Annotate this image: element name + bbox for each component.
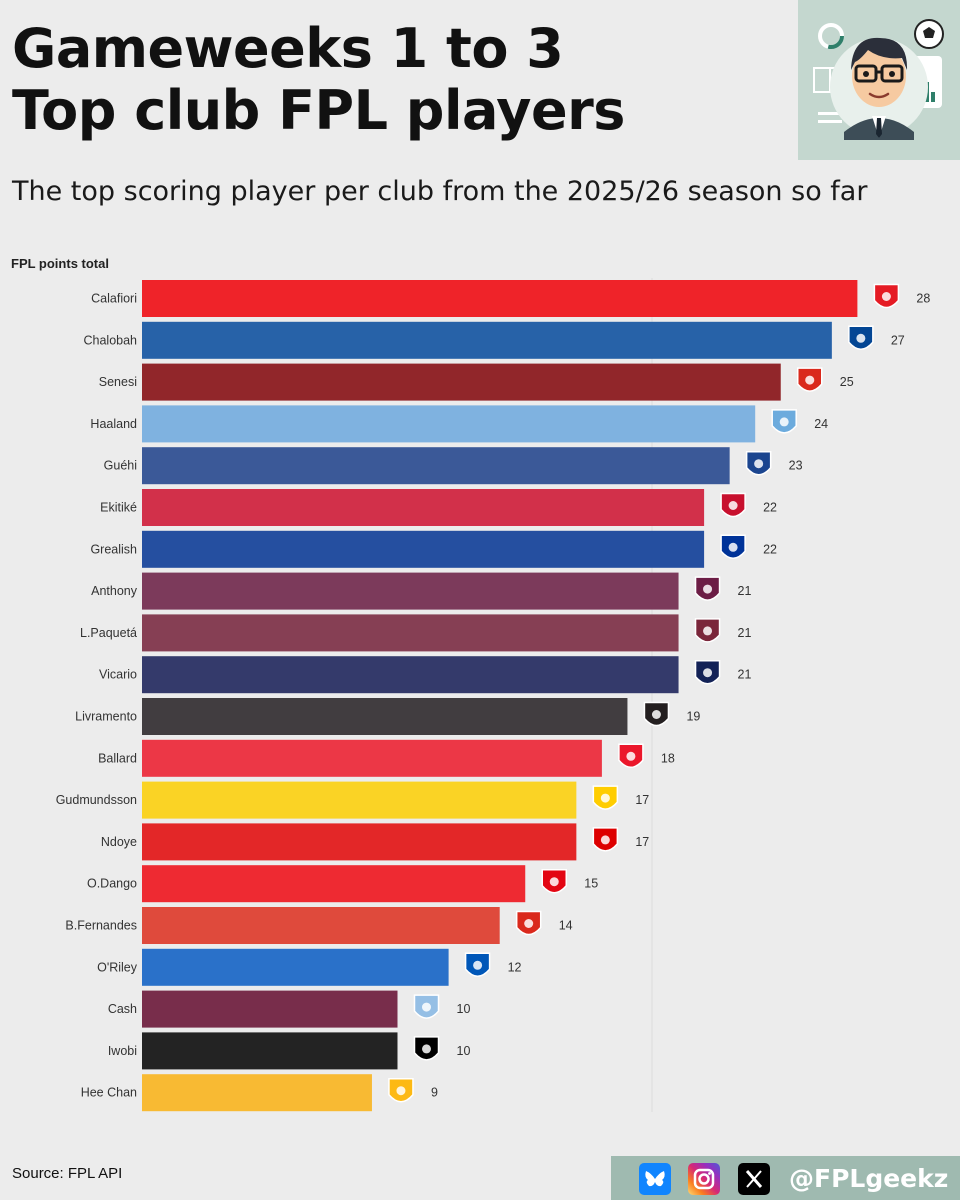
- bar-value-label: 21: [738, 626, 752, 640]
- bar-value-label: 22: [763, 542, 777, 556]
- social-bar: @FPLgeekz: [611, 1156, 960, 1200]
- bar-category-label: Ekitiké: [100, 501, 137, 515]
- title-line-2: Top club FPL players: [12, 79, 625, 142]
- bar-category-label: L.Paquetá: [80, 626, 137, 640]
- bar-category-label: Haaland: [90, 417, 137, 431]
- bar: [142, 614, 679, 652]
- brentford-badge-icon: [541, 868, 567, 894]
- bar: [142, 530, 705, 568]
- bar: [142, 572, 679, 610]
- bar-category-label: O'Riley: [97, 960, 138, 974]
- chart-ylabel: FPL points total: [11, 256, 109, 271]
- bar-value-label: 25: [840, 375, 854, 389]
- bar-value-label: 17: [635, 835, 649, 849]
- wolves-badge-icon: [388, 1077, 414, 1103]
- bar: [142, 405, 756, 443]
- bar-category-label: Calafiori: [91, 292, 137, 306]
- bournemouth-badge-icon: [797, 367, 823, 392]
- crystal-palace-badge-icon: [745, 450, 772, 476]
- instagram-icon[interactable]: [688, 1163, 720, 1195]
- newcastle-badge-icon: [643, 701, 670, 727]
- bar-value-label: 12: [508, 960, 522, 974]
- bar: [142, 907, 500, 944]
- man-utd-badge-icon: [515, 910, 542, 936]
- tottenham-badge-icon: [694, 659, 721, 685]
- bar: [142, 823, 577, 861]
- bar-value-label: 15: [584, 877, 598, 891]
- bar: [142, 990, 398, 1028]
- bar-value-label: 21: [738, 668, 752, 682]
- bar-value-label: 21: [738, 584, 752, 598]
- leeds-badge-icon: [592, 785, 619, 810]
- bar-category-label: Chalobah: [83, 333, 137, 347]
- bar-value-label: 18: [661, 751, 675, 765]
- bar: [142, 698, 628, 735]
- bar: [142, 321, 832, 359]
- fulham-badge-icon: [413, 1036, 440, 1061]
- bluesky-icon[interactable]: [639, 1163, 671, 1195]
- bar-category-label: Anthony: [91, 584, 138, 598]
- brighton-badge-icon: [464, 952, 491, 978]
- bar-chart: FPL points total Calafiori 28 Chalobah 27 Se…: [11, 256, 930, 1112]
- bar-value-label: 22: [763, 501, 777, 515]
- source-note: Source: FPL API: [12, 1165, 123, 1182]
- bar-category-label: Gudmundsson: [56, 793, 137, 807]
- title-line-1: Gameweeks 1 to 3: [12, 17, 564, 80]
- bar-category-label: Grealish: [90, 542, 137, 556]
- x-glyph: [745, 1170, 763, 1188]
- bar-value-label: 27: [891, 333, 905, 347]
- aston-villa-badge-icon: [413, 994, 440, 1019]
- bar-value-label: 10: [457, 1044, 471, 1058]
- bar: [142, 447, 730, 485]
- bar-value-label: 28: [916, 292, 930, 306]
- bar-category-label: Iwobi: [108, 1044, 137, 1058]
- bar: [142, 865, 526, 903]
- west-ham-badge-icon: [694, 618, 721, 643]
- avatar-panel: [798, 0, 960, 160]
- bluesky-glyph: [645, 1171, 665, 1187]
- bar-value-label: 23: [789, 459, 803, 473]
- bar: [142, 489, 705, 526]
- liverpool-badge-icon: [720, 492, 746, 518]
- bar-category-label: Livramento: [75, 710, 137, 724]
- subtitle: The top scoring player per club from the…: [12, 176, 868, 207]
- bar-value-label: 17: [635, 793, 649, 807]
- bar: [142, 739, 602, 777]
- bar-value-label: 14: [559, 919, 573, 933]
- bar: [142, 363, 781, 401]
- bar: [142, 280, 858, 317]
- instagram-glyph: [693, 1168, 715, 1190]
- bar-category-label: O.Dango: [87, 877, 137, 891]
- cartoon-analyst-avatar-icon: [813, 19, 944, 140]
- bar-value-label: 9: [431, 1086, 438, 1100]
- bar-category-label: Ballard: [98, 751, 137, 765]
- bar-category-label: Cash: [108, 1002, 137, 1016]
- man-city-badge-icon: [771, 409, 797, 434]
- bar: [142, 1032, 398, 1070]
- bar-category-label: B.Fernandes: [65, 919, 137, 933]
- bar: [142, 1074, 372, 1112]
- arsenal-badge-icon: [873, 283, 900, 309]
- nottingham-forest-badge-icon: [592, 827, 619, 852]
- bar-category-label: Vicario: [99, 668, 137, 682]
- bar-category-label: Guéhi: [104, 459, 137, 473]
- bar: [142, 781, 577, 819]
- bar-category-label: Hee Chan: [81, 1086, 137, 1100]
- bar-category-label: Ndoye: [101, 835, 137, 849]
- burnley-badge-icon: [694, 576, 721, 601]
- bar-value-label: 19: [686, 710, 700, 724]
- page-title: Gameweeks 1 to 3 Top club FPL players: [12, 18, 625, 142]
- chelsea-badge-icon: [848, 325, 874, 351]
- bar-value-label: 10: [457, 1002, 471, 1016]
- sunderland-badge-icon: [618, 743, 644, 769]
- x-icon[interactable]: [738, 1163, 770, 1195]
- bar: [142, 948, 449, 986]
- bar-value-label: 24: [814, 417, 828, 431]
- everton-badge-icon: [720, 534, 746, 560]
- bar-category-label: Senesi: [99, 375, 137, 389]
- social-handle[interactable]: @FPLgeekz: [789, 1164, 949, 1193]
- bar: [142, 656, 679, 694]
